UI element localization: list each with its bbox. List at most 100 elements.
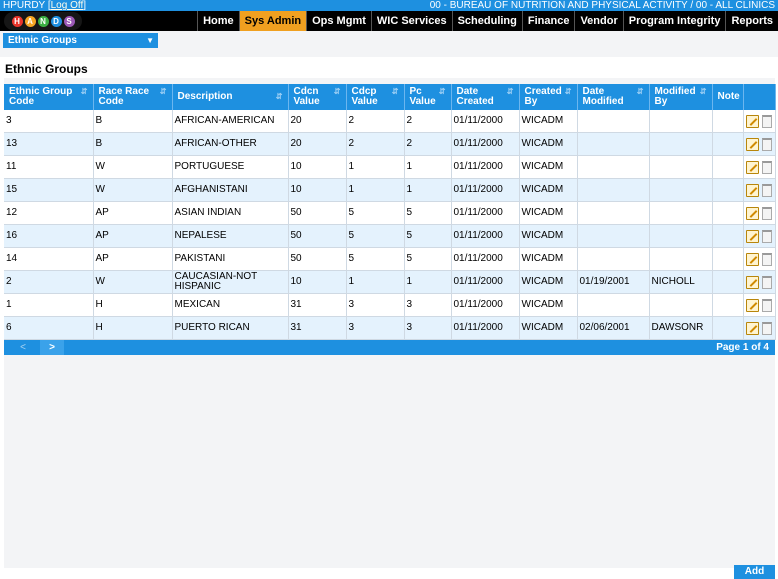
column-header[interactable]: ⇵ Created By xyxy=(519,84,578,110)
table-cell: 1 xyxy=(404,155,452,179)
column-header[interactable]: ⇵ Pc Value xyxy=(404,84,452,110)
prev-page-button[interactable]: < xyxy=(20,342,26,353)
table-cell xyxy=(577,110,650,133)
column-header-label: Date Modified xyxy=(582,86,624,107)
delete-icon[interactable] xyxy=(761,275,772,289)
page-select-dropdown[interactable]: Ethnic Groups ▼ xyxy=(3,33,158,48)
column-header[interactable]: ⇵ Date Created xyxy=(451,84,520,110)
delete-icon[interactable] xyxy=(761,298,772,312)
table-cell: NEPALESE xyxy=(172,224,289,248)
edit-icon[interactable] xyxy=(745,298,759,312)
logo-letter: S xyxy=(63,15,75,27)
table-cell: WICADM xyxy=(519,201,578,225)
table-cell: W xyxy=(93,270,173,294)
table-row[interactable]: 11 W PORTUGUESE 10 1 1 01/11/2000 WICADM xyxy=(4,155,776,179)
table-row[interactable]: 3 B AFRICAN-AMERICAN 20 2 2 01/11/2000 WICADM xyxy=(4,110,776,133)
sort-icon: ⇵ xyxy=(275,92,283,101)
table-body: 3 B AFRICAN-AMERICAN 20 2 2 01/11/2000 WICADM 13… xyxy=(4,110,776,340)
logo-letter: H xyxy=(11,15,23,27)
table-cell: 01/11/2000 xyxy=(451,316,520,340)
delete-icon[interactable] xyxy=(761,252,772,266)
edit-icon[interactable] xyxy=(745,114,759,128)
column-header[interactable]: Note xyxy=(712,84,744,110)
table-cell xyxy=(649,132,713,156)
delete-icon[interactable] xyxy=(761,229,772,243)
column-header-label: Date Created xyxy=(456,86,494,107)
row-actions xyxy=(743,293,776,317)
edit-icon[interactable] xyxy=(745,137,759,151)
table-cell: 13 xyxy=(4,132,94,156)
table-cell: PAKISTANI xyxy=(172,247,289,271)
table-row[interactable]: 1 H MEXICAN 31 3 3 01/11/2000 WICADM xyxy=(4,293,776,317)
column-header[interactable]: ⇵ Date Modified xyxy=(577,84,650,110)
table-cell: PUERTO RICAN xyxy=(172,316,289,340)
nav-item-finance[interactable]: Finance xyxy=(521,11,575,31)
table-cell: 5 xyxy=(404,201,452,225)
delete-icon[interactable] xyxy=(761,206,772,220)
edit-icon[interactable] xyxy=(745,321,759,335)
table-cell: 11 xyxy=(4,155,94,179)
table-cell xyxy=(712,247,744,271)
column-header[interactable]: ⇵ Description xyxy=(172,84,289,110)
nav-item-home[interactable]: Home xyxy=(197,11,239,31)
sort-icon: ⇵ xyxy=(564,87,572,96)
table-cell xyxy=(649,201,713,225)
edit-icon[interactable] xyxy=(745,275,759,289)
column-header[interactable]: ⇵ Ethnic Group Code xyxy=(4,84,94,110)
column-header[interactable]: ⇵ Race Race Code xyxy=(93,84,173,110)
nav-item-program-integrity[interactable]: Program Integrity xyxy=(622,11,726,31)
nav-item-ops-mgmt[interactable]: Ops Mgmt xyxy=(306,11,371,31)
delete-icon[interactable] xyxy=(761,114,772,128)
table-row[interactable]: 12 AP ASIAN INDIAN 50 5 5 01/11/2000 WICADM xyxy=(4,201,776,225)
table-cell: 1 xyxy=(346,270,405,294)
nav-item-scheduling[interactable]: Scheduling xyxy=(451,11,522,31)
table-cell: PORTUGUESE xyxy=(172,155,289,179)
edit-icon[interactable] xyxy=(745,229,759,243)
table-row[interactable]: 2 W CAUCASIAN-NOT HISPANIC 10 1 1 01/11/2000 WI… xyxy=(4,270,776,294)
column-header-label: Ethnic Group Code xyxy=(9,86,73,107)
edit-icon[interactable] xyxy=(745,183,759,197)
edit-icon[interactable] xyxy=(745,206,759,220)
sort-icon: ⇵ xyxy=(159,87,167,96)
nav-item-vendor[interactable]: Vendor xyxy=(574,11,622,31)
table-row[interactable]: 13 B AFRICAN-OTHER 20 2 2 01/11/2000 WICADM xyxy=(4,132,776,156)
add-button[interactable]: Add xyxy=(734,565,775,579)
table-cell: 3 xyxy=(4,110,94,133)
logoff-link[interactable]: Log Off xyxy=(50,0,84,11)
table-row[interactable]: 16 AP NEPALESE 50 5 5 01/11/2000 WICADM xyxy=(4,224,776,248)
table-cell: 01/11/2000 xyxy=(451,247,520,271)
column-header-label: Description xyxy=(177,91,233,102)
table-cell: W xyxy=(93,178,173,202)
table-cell xyxy=(649,110,713,133)
table-row[interactable]: 15 W AFGHANISTANI 10 1 1 01/11/2000 WICADM xyxy=(4,178,776,202)
nav-item-wic-services[interactable]: WIC Services xyxy=(370,11,452,31)
delete-icon[interactable] xyxy=(761,160,772,174)
table-cell: AFRICAN-OTHER xyxy=(172,132,289,156)
table-cell: 31 xyxy=(288,316,347,340)
table-cell: AP xyxy=(93,201,173,225)
column-header[interactable]: ⇵ Cdcn Value xyxy=(288,84,347,110)
column-header[interactable]: ⇵ Modified By xyxy=(649,84,713,110)
delete-icon[interactable] xyxy=(761,183,772,197)
edit-icon[interactable] xyxy=(745,252,759,266)
table-row[interactable]: 14 AP PAKISTANI 50 5 5 01/11/2000 WICADM xyxy=(4,247,776,271)
row-actions xyxy=(743,224,776,248)
row-actions xyxy=(743,110,776,133)
table-cell: WICADM xyxy=(519,316,578,340)
delete-icon[interactable] xyxy=(761,137,772,151)
edit-icon[interactable] xyxy=(745,160,759,174)
table-row[interactable]: 6 H PUERTO RICAN 31 3 3 01/11/2000 WICADM 02/06/… xyxy=(4,316,776,340)
table-cell: 16 xyxy=(4,224,94,248)
table-cell: H xyxy=(93,316,173,340)
next-page-button[interactable]: > xyxy=(40,340,64,355)
nav-item-sys-admin[interactable]: Sys Admin xyxy=(238,11,307,31)
main-nav: Home Sys Admin Ops Mgmt WIC Services Schedul… xyxy=(197,11,778,31)
nav-item-reports[interactable]: Reports xyxy=(725,11,778,31)
delete-icon[interactable] xyxy=(761,321,772,335)
table-cell: 15 xyxy=(4,178,94,202)
column-header[interactable]: ⇵ Cdcp Value xyxy=(346,84,405,110)
table-cell: AP xyxy=(93,247,173,271)
page-info: Page 1 of 4 xyxy=(716,342,769,353)
table-cell: NICHOLL xyxy=(649,270,713,294)
